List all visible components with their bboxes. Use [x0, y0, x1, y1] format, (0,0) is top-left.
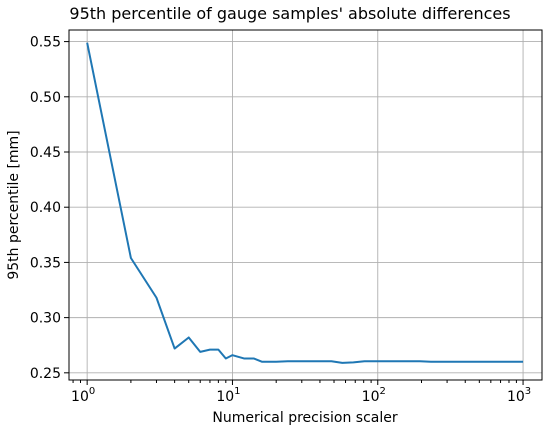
plot-frame	[68, 29, 543, 381]
x-tick-label: 100	[71, 386, 95, 405]
y-tick-label: 0.45	[30, 145, 61, 161]
chart-title: 95th percentile of gauge samples' absolu…	[69, 4, 510, 23]
axis-ticks: 0.25 0.30 0.35 0.40 0.45 0.50 0.55 100 101 102 103	[30, 35, 531, 405]
y-tick-label: 0.40	[30, 200, 61, 216]
x-tick-label: 101	[216, 386, 240, 405]
grid-lines	[69, 30, 542, 380]
y-tick-label: 0.30	[30, 311, 61, 327]
x-tick-label: 102	[362, 386, 386, 405]
y-tick-label: 0.55	[30, 35, 61, 51]
y-axis-label: 95th percentile [mm]	[6, 130, 22, 279]
y-tick-label: 0.35	[30, 255, 61, 271]
series-line	[86, 42, 524, 364]
plot-area	[86, 42, 524, 364]
x-tick-label: 103	[507, 386, 531, 405]
x-axis-label: Numerical precision scaler	[212, 410, 398, 426]
y-tick-label: 0.50	[30, 90, 61, 106]
y-tick-label: 0.25	[30, 366, 61, 382]
